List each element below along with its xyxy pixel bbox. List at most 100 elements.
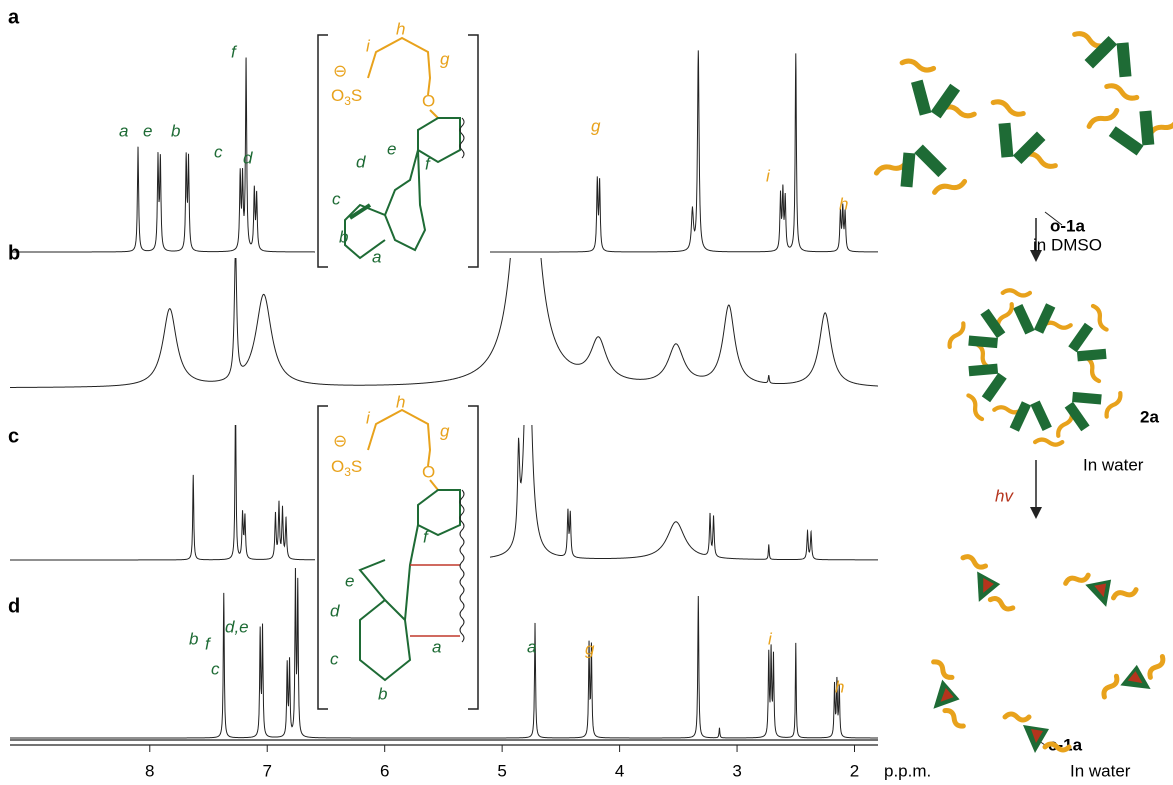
condition: hv — [995, 486, 1014, 505]
blade — [968, 363, 999, 377]
atom-label: c — [330, 649, 339, 668]
atom-label: i — [366, 408, 371, 427]
atom-label: b — [378, 684, 387, 703]
molecule — [873, 144, 968, 195]
blade — [1084, 35, 1118, 69]
sulfonate: O3S — [331, 457, 362, 479]
molecule — [1000, 288, 1073, 335]
peak-label: b — [189, 629, 198, 648]
molecule — [1002, 711, 1072, 753]
peak-label: a — [119, 121, 128, 140]
arm — [899, 58, 937, 73]
blade — [980, 308, 1006, 339]
spectrum — [10, 50, 878, 253]
atom-label: g — [440, 421, 450, 440]
arm — [966, 393, 985, 422]
blade — [1033, 303, 1056, 334]
x-tick-label: 2 — [850, 761, 859, 780]
blade — [1064, 401, 1090, 432]
charge: ⊖ — [333, 61, 347, 80]
blade — [1068, 322, 1094, 353]
atom-label: e — [387, 139, 396, 158]
molecule — [990, 99, 1058, 169]
peak-label: c — [211, 659, 220, 678]
arm — [1147, 654, 1166, 680]
peak-label: d — [243, 148, 253, 167]
atom-label: h — [396, 19, 405, 38]
peak-label: i — [766, 166, 771, 185]
molecule — [1068, 303, 1109, 384]
structure-top: ⊖ O3S O i h g f e d c b a — [317, 19, 479, 268]
peak-label: e — [143, 121, 152, 140]
peak-label: h — [839, 194, 848, 213]
atom-label: c — [332, 189, 341, 208]
atom-label: d — [330, 601, 340, 620]
spectrum — [10, 567, 878, 739]
atom-label: f — [423, 527, 430, 546]
peak-label: h — [835, 677, 844, 696]
peak-label: i — [768, 629, 773, 648]
arm — [987, 596, 1016, 612]
core — [1031, 729, 1043, 743]
peak-label: c — [214, 142, 223, 161]
arm — [1101, 673, 1120, 700]
arm — [1002, 711, 1032, 723]
atom-label: f — [425, 154, 432, 173]
arm — [1104, 83, 1140, 101]
atom-label: g — [440, 49, 450, 68]
x-tick-label: 4 — [615, 761, 624, 780]
core — [940, 687, 954, 702]
arm — [1090, 303, 1109, 332]
condition: In water — [1083, 455, 1144, 474]
atom-label: h — [396, 392, 405, 411]
panel-label: a — [8, 6, 20, 28]
axis-unit: p.p.m. — [884, 761, 931, 780]
x-tick-label: 6 — [380, 761, 389, 780]
blade — [1139, 110, 1155, 146]
blade — [1030, 400, 1052, 431]
spectra — [10, 50, 879, 739]
arm — [990, 99, 1026, 117]
blade — [968, 335, 998, 349]
molecule — [960, 554, 1016, 612]
oxygen: O — [422, 462, 435, 481]
arm — [1086, 107, 1120, 129]
blade — [914, 144, 947, 178]
peak-label: g — [591, 116, 601, 135]
arm — [1104, 390, 1123, 419]
spectrum — [10, 425, 878, 561]
blade — [1009, 401, 1032, 432]
blade — [1076, 348, 1107, 362]
x-tick-label: 8 — [145, 761, 154, 780]
blade — [1013, 304, 1035, 335]
atom-label: i — [366, 36, 371, 55]
compound-label: o-1a — [1050, 216, 1086, 235]
blade — [1116, 42, 1132, 78]
molecule — [1063, 572, 1139, 607]
x-tick-label: 7 — [262, 761, 271, 780]
peak-label: f — [205, 634, 212, 653]
molecule — [992, 400, 1065, 447]
blade — [911, 79, 932, 116]
peak-label: a — [527, 637, 536, 656]
atom-label: b — [339, 227, 348, 246]
peak-label: b — [171, 121, 180, 140]
oxygen: O — [422, 91, 435, 110]
compound-label: 2a — [1140, 407, 1159, 426]
panel-label: c — [8, 425, 19, 447]
x-axis: p.p.m. 8 7 6 5 4 3 2 — [10, 739, 931, 780]
blade — [1108, 126, 1144, 156]
core — [1127, 671, 1143, 684]
arm — [947, 321, 966, 350]
atom-label: a — [372, 247, 381, 266]
core — [983, 577, 994, 593]
peak-label: d,e — [225, 617, 249, 636]
arm — [1000, 288, 1033, 298]
blade — [930, 83, 961, 119]
structure-bottom: ⊖ O3S O i h g f e d c a b — [317, 392, 479, 710]
arm — [942, 708, 966, 729]
arm — [1063, 572, 1091, 586]
peak-label: f — [231, 42, 238, 61]
arm — [1111, 587, 1139, 601]
arm — [931, 659, 955, 680]
